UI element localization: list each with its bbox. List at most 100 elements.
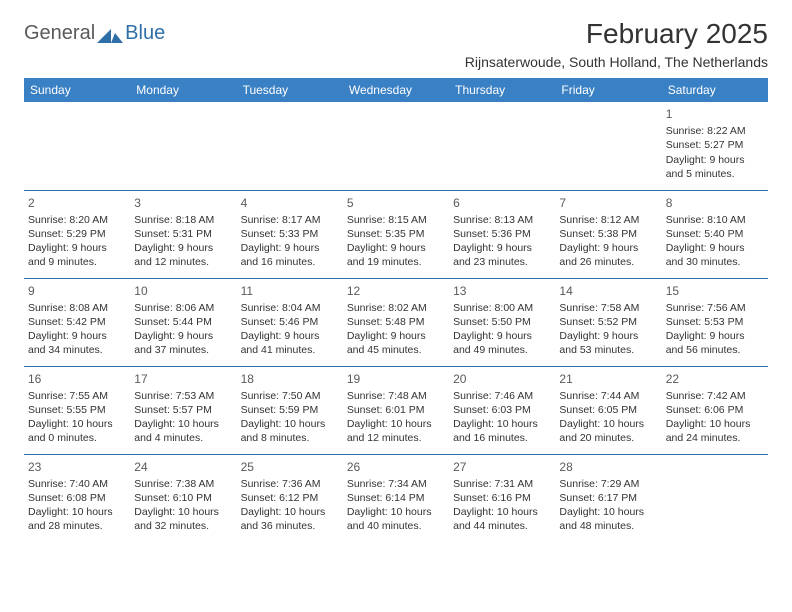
day-number: 2	[28, 195, 126, 211]
day-daylight: Daylight: 10 hours and 24 minutes.	[666, 417, 764, 445]
calendar-week-row: 1Sunrise: 8:22 AMSunset: 5:27 PMDaylight…	[24, 102, 768, 190]
day-sunset: Sunset: 6:17 PM	[559, 491, 657, 505]
day-sunset: Sunset: 5:53 PM	[666, 315, 764, 329]
calendar-day-cell: 14 Sunrise: 7:58 AMSunset: 5:52 PMDayligh…	[555, 278, 661, 366]
day-sunrise: Sunrise: 7:34 AM	[347, 477, 445, 491]
day-sunset: Sunset: 5:59 PM	[241, 403, 339, 417]
day-number: 27	[453, 459, 551, 475]
day-number: 4	[241, 195, 339, 211]
day-sunrise: Sunrise: 7:44 AM	[559, 389, 657, 403]
day-number: 17	[134, 371, 232, 387]
day-sunset: Sunset: 5:52 PM	[559, 315, 657, 329]
day-sunrise: Sunrise: 8:10 AM	[666, 213, 764, 227]
day-sunrise: Sunrise: 7:48 AM	[347, 389, 445, 403]
day-daylight: Daylight: 9 hours and 45 minutes.	[347, 329, 445, 357]
weekday-header: Wednesday	[343, 78, 449, 102]
day-number: 6	[453, 195, 551, 211]
calendar-week-row: 9Sunrise: 8:08 AMSunset: 5:42 PMDaylight…	[24, 278, 768, 366]
day-number: 3	[134, 195, 232, 211]
weekday-header: Sunday	[24, 78, 130, 102]
calendar-empty-cell	[130, 102, 236, 190]
day-daylight: Daylight: 9 hours and 12 minutes.	[134, 241, 232, 269]
calendar-table: SundayMondayTuesdayWednesdayThursdayFrid…	[24, 78, 768, 542]
calendar-day-cell: 24Sunrise: 7:38 AMSunset: 6:10 PMDayligh…	[130, 454, 236, 542]
day-daylight: Daylight: 10 hours and 32 minutes.	[134, 505, 232, 533]
title-block: February 2025 Rijnsaterwoude, South Holl…	[465, 18, 768, 70]
calendar-day-cell: 8Sunrise: 8:10 AMSunset: 5:40 PMDaylight…	[662, 190, 768, 278]
day-sunrise: Sunrise: 7:53 AM	[134, 389, 232, 403]
logo-mark-icon	[97, 25, 123, 43]
day-sunrise: Sunrise: 8:02 AM	[347, 301, 445, 315]
calendar-header-row: SundayMondayTuesdayWednesdayThursdayFrid…	[24, 78, 768, 102]
calendar-day-cell: 7Sunrise: 8:12 AMSunset: 5:38 PMDaylight…	[555, 190, 661, 278]
day-daylight: Daylight: 10 hours and 12 minutes.	[347, 417, 445, 445]
day-sunrise: Sunrise: 8:12 AM	[559, 213, 657, 227]
day-sunrise: Sunrise: 8:06 AM	[134, 301, 232, 315]
day-sunset: Sunset: 6:05 PM	[559, 403, 657, 417]
logo-text-general: General	[24, 22, 95, 45]
day-number: 14	[559, 283, 657, 299]
day-sunset: Sunset: 6:03 PM	[453, 403, 551, 417]
day-daylight: Daylight: 10 hours and 48 minutes.	[559, 505, 657, 533]
day-number: 8	[666, 195, 764, 211]
day-sunset: Sunset: 5:36 PM	[453, 227, 551, 241]
day-daylight: Daylight: 9 hours and 53 minutes.	[559, 329, 657, 357]
day-sunrise: Sunrise: 8:18 AM	[134, 213, 232, 227]
day-number: 16	[28, 371, 126, 387]
calendar-empty-cell	[24, 102, 130, 190]
calendar-day-cell: 12 Sunrise: 8:02 AMSunset: 5:48 PMDayligh…	[343, 278, 449, 366]
day-daylight: Daylight: 9 hours and 23 minutes.	[453, 241, 551, 269]
day-daylight: Daylight: 10 hours and 40 minutes.	[347, 505, 445, 533]
calendar-week-row: 23Sunrise: 7:40 AMSunset: 6:08 PMDayligh…	[24, 454, 768, 542]
calendar-empty-cell	[449, 102, 555, 190]
calendar-day-cell: 26Sunrise: 7:34 AMSunset: 6:14 PMDayligh…	[343, 454, 449, 542]
day-daylight: Daylight: 10 hours and 28 minutes.	[28, 505, 126, 533]
day-daylight: Daylight: 10 hours and 44 minutes.	[453, 505, 551, 533]
day-sunrise: Sunrise: 7:50 AM	[241, 389, 339, 403]
day-daylight: Daylight: 9 hours and 9 minutes.	[28, 241, 126, 269]
calendar-day-cell: 3 Sunrise: 8:18 AMSunset: 5:31 PMDaylight…	[130, 190, 236, 278]
day-daylight: Daylight: 9 hours and 49 minutes.	[453, 329, 551, 357]
day-daylight: Daylight: 10 hours and 36 minutes.	[241, 505, 339, 533]
day-number: 15	[666, 283, 764, 299]
day-sunrise: Sunrise: 8:15 AM	[347, 213, 445, 227]
day-sunset: Sunset: 5:40 PM	[666, 227, 764, 241]
day-daylight: Daylight: 9 hours and 5 minutes.	[666, 153, 764, 181]
day-sunset: Sunset: 6:12 PM	[241, 491, 339, 505]
calendar-body: 1Sunrise: 8:22 AMSunset: 5:27 PMDaylight…	[24, 102, 768, 542]
logo-text-blue: Blue	[125, 22, 165, 45]
day-sunset: Sunset: 5:48 PM	[347, 315, 445, 329]
day-sunrise: Sunrise: 7:29 AM	[559, 477, 657, 491]
calendar-day-cell: 25Sunrise: 7:36 AMSunset: 6:12 PMDayligh…	[237, 454, 343, 542]
calendar-day-cell: 11Sunrise: 8:04 AMSunset: 5:46 PMDayligh…	[237, 278, 343, 366]
calendar-empty-cell	[343, 102, 449, 190]
day-sunset: Sunset: 5:57 PM	[134, 403, 232, 417]
day-sunrise: Sunrise: 8:17 AM	[241, 213, 339, 227]
day-number: 10	[134, 283, 232, 299]
calendar-day-cell: 27Sunrise: 7:31 AMSunset: 6:16 PMDayligh…	[449, 454, 555, 542]
day-sunrise: Sunrise: 7:46 AM	[453, 389, 551, 403]
day-sunrise: Sunrise: 7:38 AM	[134, 477, 232, 491]
calendar-empty-cell	[662, 454, 768, 542]
day-sunrise: Sunrise: 8:00 AM	[453, 301, 551, 315]
day-sunset: Sunset: 5:31 PM	[134, 227, 232, 241]
day-sunset: Sunset: 5:33 PM	[241, 227, 339, 241]
day-sunset: Sunset: 5:35 PM	[347, 227, 445, 241]
calendar-empty-cell	[237, 102, 343, 190]
day-sunrise: Sunrise: 7:55 AM	[28, 389, 126, 403]
header: General Blue February 2025 Rijnsaterwoud…	[24, 18, 768, 70]
weekday-header: Monday	[130, 78, 236, 102]
day-number: 5	[347, 195, 445, 211]
day-number: 9	[28, 283, 126, 299]
day-daylight: Daylight: 9 hours and 37 minutes.	[134, 329, 232, 357]
calendar-day-cell: 13Sunrise: 8:00 AMSunset: 5:50 PMDayligh…	[449, 278, 555, 366]
day-number: 12	[347, 283, 445, 299]
calendar-day-cell: 21Sunrise: 7:44 AMSunset: 6:05 PMDayligh…	[555, 366, 661, 454]
day-sunset: Sunset: 5:44 PM	[134, 315, 232, 329]
day-number: 19	[347, 371, 445, 387]
day-sunset: Sunset: 5:38 PM	[559, 227, 657, 241]
weekday-header: Thursday	[449, 78, 555, 102]
page-subtitle: Rijnsaterwoude, South Holland, The Nethe…	[465, 54, 768, 70]
day-sunrise: Sunrise: 7:58 AM	[559, 301, 657, 315]
day-daylight: Daylight: 9 hours and 26 minutes.	[559, 241, 657, 269]
